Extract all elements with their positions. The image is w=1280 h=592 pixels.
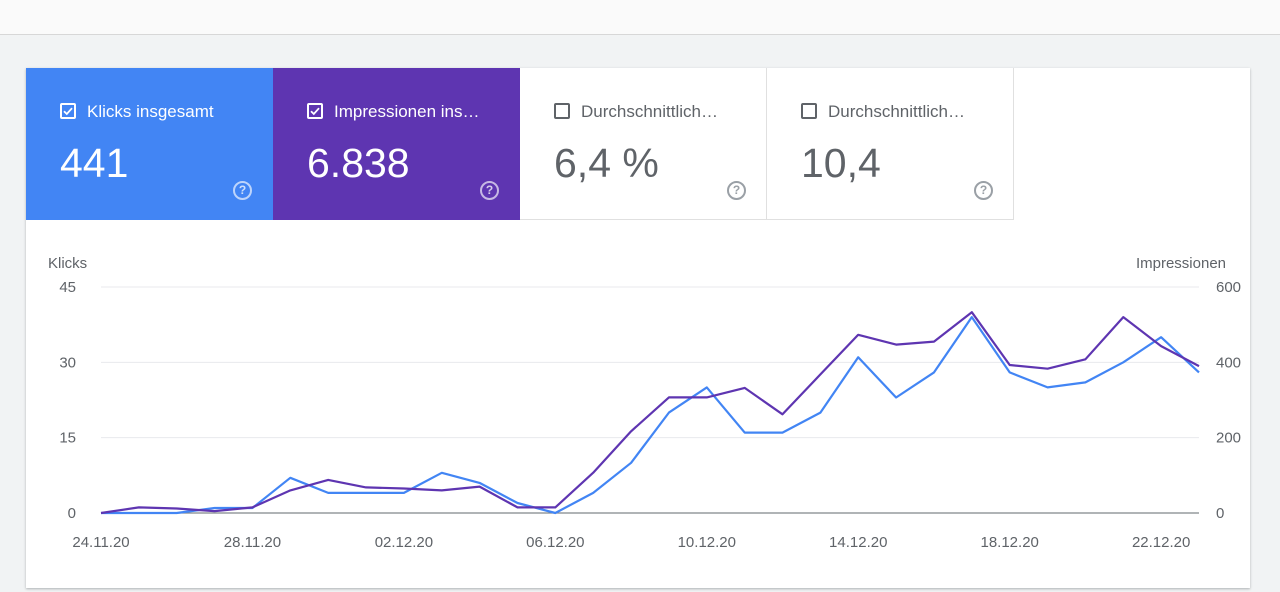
metric-value: 10,4 [801, 140, 881, 186]
checkbox-unchecked-icon[interactable] [801, 103, 817, 119]
checkbox-unchecked-icon[interactable] [554, 103, 570, 119]
x-axis-tick-label: 10.12.20 [678, 534, 736, 551]
metric-value: 441 [60, 140, 129, 186]
help-icon[interactable]: ? [727, 181, 746, 200]
right-axis-tick-label: 400 [1216, 354, 1241, 371]
metric-tile-total-impressions[interactable]: Impressionen ins… 6.838? [273, 68, 520, 220]
x-axis-tick-label: 14.12.20 [829, 534, 887, 551]
left-axis-tick-label: 30 [59, 354, 76, 371]
x-axis-tick-label: 24.11.20 [72, 534, 129, 551]
metric-value: 6.838 [307, 140, 410, 186]
top-bar [0, 0, 1280, 35]
right-axis-title: Impressionen [1136, 255, 1226, 272]
performance-chart: 0 15 30 45 0 200 400 600 Klicks Impressionen 24.11… [48, 255, 1241, 551]
metric-label: Durchschnittlich… [828, 102, 965, 121]
left-axis-tick-label: 15 [59, 430, 76, 447]
checkbox-checked-icon[interactable] [60, 103, 76, 119]
right-axis-tick-label: 600 [1216, 279, 1241, 296]
x-axis-tick-label: 18.12.20 [980, 534, 1038, 551]
metric-label: Durchschnittlich… [581, 102, 718, 121]
metric-label: Impressionen ins… [334, 102, 480, 121]
left-axis-tick-label: 0 [68, 505, 76, 522]
x-axis-tick-label: 22.12.20 [1132, 534, 1190, 551]
x-axis-tick-label: 06.12.20 [526, 534, 584, 551]
clicks-series-line [101, 316, 1200, 515]
performance-card: Klicks insgesamt 441? Impressionen ins… 6.8… [26, 68, 1250, 588]
help-icon[interactable]: ? [233, 181, 252, 200]
left-axis-title: Klicks [48, 255, 87, 272]
x-axis-tick-label: 28.11.20 [224, 534, 281, 551]
metric-tile-average-ctr[interactable]: Durchschnittlich… 6,4 %? [520, 68, 767, 220]
left-axis-tick-label: 45 [59, 279, 76, 296]
metric-label: Klicks insgesamt [87, 102, 214, 121]
metric-value: 6,4 % [554, 140, 659, 186]
metric-tile-total-clicks[interactable]: Klicks insgesamt 441? [26, 68, 273, 220]
right-axis-tick-label: 0 [1216, 505, 1224, 522]
help-icon[interactable]: ? [480, 181, 499, 200]
right-axis-tick-label: 200 [1216, 430, 1241, 447]
impressions-series-line [100, 311, 1200, 515]
x-axis-tick-label: 02.12.20 [375, 534, 433, 551]
checkbox-checked-icon[interactable] [307, 103, 323, 119]
metric-tile-average-position[interactable]: Durchschnittlich… 10,4? [767, 68, 1014, 220]
help-icon[interactable]: ? [974, 181, 993, 200]
